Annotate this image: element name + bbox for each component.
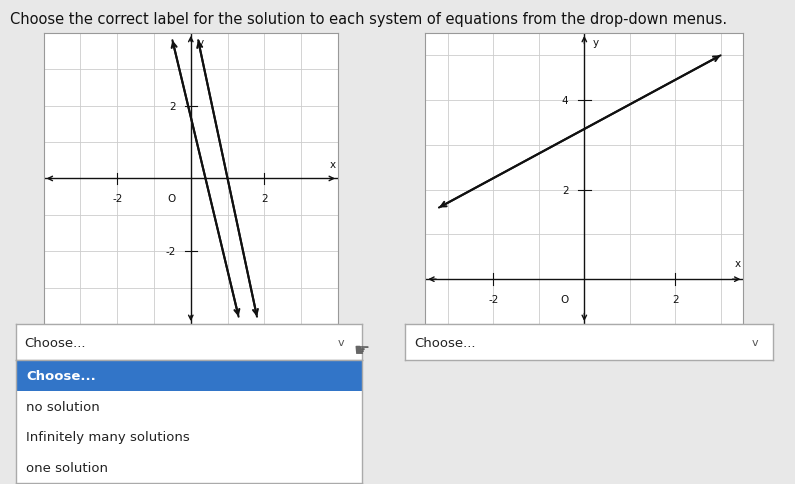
Text: Choose...: Choose... bbox=[26, 369, 96, 382]
Text: 2: 2 bbox=[562, 185, 568, 195]
Text: O: O bbox=[560, 294, 568, 304]
Text: no solution: no solution bbox=[26, 400, 100, 413]
Text: Choose...: Choose... bbox=[415, 336, 476, 349]
Text: x: x bbox=[735, 258, 741, 269]
Text: Choose...: Choose... bbox=[25, 336, 86, 349]
Text: -2: -2 bbox=[165, 247, 176, 257]
Text: 2: 2 bbox=[672, 294, 678, 304]
Text: y: y bbox=[197, 38, 204, 47]
Text: 2: 2 bbox=[261, 194, 268, 204]
Text: Choose the correct label for the solution to each system of equations from the d: Choose the correct label for the solutio… bbox=[10, 12, 727, 27]
Text: v: v bbox=[751, 337, 758, 348]
Text: y: y bbox=[592, 38, 599, 48]
Text: ☛: ☛ bbox=[354, 341, 370, 359]
Text: x: x bbox=[330, 160, 336, 170]
Text: -2: -2 bbox=[488, 294, 498, 304]
Bar bbox=[16, 361, 362, 391]
Text: 4: 4 bbox=[562, 96, 568, 106]
Text: -2: -2 bbox=[112, 194, 122, 204]
Text: Infinitely many solutions: Infinitely many solutions bbox=[26, 430, 190, 443]
Text: O: O bbox=[168, 194, 176, 204]
Text: 2: 2 bbox=[169, 102, 176, 111]
Text: one solution: one solution bbox=[26, 461, 108, 474]
Text: v: v bbox=[338, 337, 344, 348]
